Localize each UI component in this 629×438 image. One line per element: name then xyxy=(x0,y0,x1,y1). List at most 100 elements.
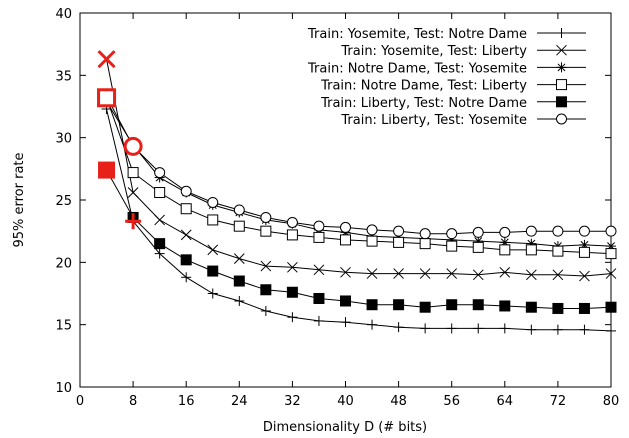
data-point xyxy=(366,235,378,247)
y-tick-label: 35 xyxy=(55,69,72,84)
data-point xyxy=(260,260,272,272)
y-tick-label: 25 xyxy=(55,194,72,209)
legend-label: Train: Notre Dame, Test: Yosemite xyxy=(307,61,527,76)
highlight-layer xyxy=(97,50,143,230)
data-point xyxy=(605,268,617,279)
y-tick-label: 40 xyxy=(55,7,72,22)
data-point xyxy=(233,275,245,287)
data-point xyxy=(260,211,272,223)
data-point xyxy=(472,269,484,281)
legend-label: Train: Notre Dame, Test: Liberty xyxy=(320,79,527,94)
data-point xyxy=(154,167,166,179)
data-point xyxy=(313,220,325,232)
legend-entry: Train: Yosemite, Test: Liberty xyxy=(340,44,586,59)
data-point xyxy=(419,228,431,240)
data-point xyxy=(367,319,378,330)
data-point xyxy=(207,196,219,208)
x-tick-label: 8 xyxy=(129,394,137,409)
data-point xyxy=(313,231,325,243)
highlight-point xyxy=(125,213,142,230)
x-tick-label: 56 xyxy=(443,394,460,409)
data-point xyxy=(286,286,298,298)
data-point xyxy=(605,248,617,260)
data-point xyxy=(180,185,192,197)
legend-label: Train: Yosemite, Test: Liberty xyxy=(340,44,527,59)
data-point xyxy=(287,261,298,273)
data-point xyxy=(260,284,272,296)
data-point xyxy=(180,203,192,215)
x-tick-label: 64 xyxy=(497,394,514,409)
data-point xyxy=(340,317,351,328)
data-point xyxy=(340,221,351,233)
data-point xyxy=(605,301,617,313)
data-point xyxy=(499,300,511,312)
data-point xyxy=(393,236,405,248)
data-point xyxy=(181,272,192,283)
data-point xyxy=(393,225,405,237)
data-point xyxy=(233,204,245,216)
data-point xyxy=(578,302,590,314)
legend-marker xyxy=(556,96,567,108)
legend-label: Train: Yosemite, Test: Notre Dame xyxy=(307,27,527,42)
series-layer xyxy=(101,53,617,336)
legend-label: Train: Liberty, Test: Yosemite xyxy=(340,113,527,128)
x-tick-label: 16 xyxy=(178,394,195,409)
y-tick-label: 20 xyxy=(55,256,72,271)
data-point xyxy=(313,264,325,276)
data-point xyxy=(260,305,271,316)
data-point xyxy=(154,248,165,259)
data-point xyxy=(366,268,378,279)
x-tick-label: 48 xyxy=(390,394,407,409)
legend-entry: Train: Notre Dame, Test: Liberty xyxy=(320,79,586,94)
x-tick-label: 72 xyxy=(550,394,567,409)
data-point xyxy=(340,234,351,246)
data-point xyxy=(526,324,537,335)
data-point xyxy=(340,266,351,278)
series-line xyxy=(106,108,612,332)
x-tick-label: 40 xyxy=(337,394,354,409)
data-point xyxy=(154,238,166,250)
data-point xyxy=(578,246,590,258)
legend-marker xyxy=(556,44,567,56)
data-point xyxy=(525,225,537,237)
data-point xyxy=(340,295,351,307)
data-point xyxy=(313,292,325,304)
highlight-point xyxy=(97,50,116,69)
data-point xyxy=(499,323,510,334)
data-point xyxy=(578,225,590,237)
series-6 xyxy=(101,91,617,240)
data-point xyxy=(552,225,564,237)
data-point xyxy=(154,187,166,199)
legend-marker xyxy=(556,28,567,38)
legend-entry: Train: Notre Dame, Test: Yosemite xyxy=(307,61,586,76)
data-point xyxy=(313,315,324,326)
data-point xyxy=(499,266,511,278)
data-point xyxy=(366,224,378,236)
series-1 xyxy=(101,103,616,336)
highlight-point xyxy=(97,88,117,108)
data-point xyxy=(606,325,616,336)
data-point xyxy=(420,323,431,334)
x-tick-label: 32 xyxy=(284,394,301,409)
y-tick-label: 15 xyxy=(55,319,72,334)
data-point xyxy=(525,244,537,256)
data-point xyxy=(552,324,563,335)
data-point xyxy=(499,226,511,238)
data-point xyxy=(446,323,457,334)
data-point xyxy=(419,268,431,279)
series-2 xyxy=(101,53,617,282)
legend-marker xyxy=(556,79,567,91)
data-point xyxy=(446,299,458,311)
data-point xyxy=(286,229,298,241)
data-point xyxy=(525,301,537,313)
data-point xyxy=(154,214,166,226)
y-tick-label: 10 xyxy=(55,381,72,396)
series-4 xyxy=(101,92,617,260)
data-point xyxy=(234,295,245,306)
data-point xyxy=(393,299,405,311)
highlight-point xyxy=(123,136,143,156)
data-point xyxy=(552,269,564,281)
data-point xyxy=(419,301,431,313)
data-point xyxy=(393,322,404,333)
